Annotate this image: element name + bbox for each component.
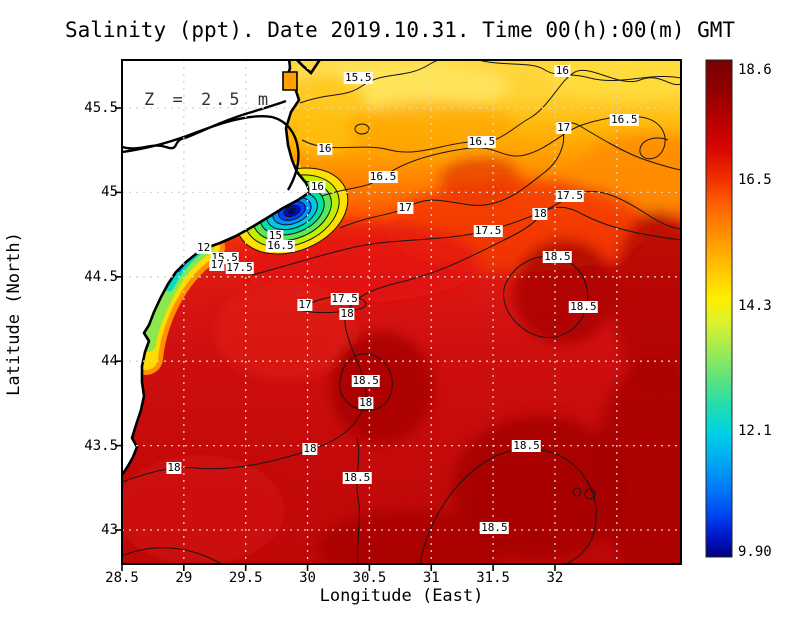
x-axis-label: Longitude (East) — [319, 586, 484, 606]
contour-label: 15.5 — [344, 70, 373, 84]
depth-annotation: Z = 2.5 m — [144, 90, 273, 110]
y-tick-label: 45 — [101, 184, 118, 201]
plot-title: Salinity (ppt). Date 2019.10.31. Time 00… — [64, 18, 736, 42]
x-tick-label: 29.5 — [228, 570, 263, 586]
x-tick-label: 30 — [299, 570, 316, 586]
contour-label: 18.5 — [480, 521, 509, 535]
contour-label: 17.5 — [330, 291, 359, 305]
coastline — [122, 60, 312, 476]
colorbar-tick-label: 9.90 — [738, 544, 772, 560]
channel-spit — [295, 60, 322, 75]
contour-label: 16 — [309, 180, 326, 194]
colorbar-tick-label: 14.3 — [738, 297, 772, 314]
y-axis-label: Latitude (North) — [4, 232, 24, 396]
colorbar-tick-label: 12.1 — [738, 423, 772, 440]
sea-field — [122, 60, 681, 564]
x-tick-label: 32 — [546, 570, 564, 586]
x-tick-label: 29 — [175, 570, 193, 586]
contour-label: 17 — [555, 121, 572, 135]
contour-label: 18 — [166, 460, 182, 474]
axis-ticks — [115, 107, 556, 571]
x-tick-label: 30.5 — [352, 570, 387, 586]
colorbar — [705, 59, 733, 558]
contour-label: 17.5 — [225, 261, 254, 275]
coastal-bay — [282, 71, 298, 91]
contour-label: 16.5 — [609, 112, 639, 126]
contour-label: 16.5 — [368, 170, 398, 184]
contour-label: 12 — [196, 241, 212, 255]
x-tick-label: 31.5 — [476, 570, 510, 586]
contour-label: 18 — [358, 396, 374, 410]
contour-lines — [122, 60, 681, 564]
y-tick-label: 44 — [101, 353, 118, 370]
contour-label: 18.5 — [543, 249, 572, 263]
contour-label: 18.5 — [512, 438, 541, 452]
contour-label: 18 — [302, 441, 318, 455]
contour-label: 15 — [267, 229, 283, 243]
y-tick-label: 43 — [101, 522, 118, 538]
land-polygon — [122, 60, 310, 475]
x-tick-label: 28.5 — [105, 570, 139, 586]
colorbar-tick-label: 16.5 — [738, 171, 772, 188]
contour-label: 18.5 — [342, 470, 372, 484]
contour-label: 18 — [532, 207, 548, 221]
x-tick-label: 31 — [422, 570, 440, 586]
y-tick-label: 43.5 — [84, 437, 118, 454]
lagoon-shore-south — [122, 115, 300, 191]
contour-label: 17 — [297, 298, 313, 312]
contour-label: 16 — [317, 141, 333, 155]
y-tick-label: 44.5 — [84, 268, 118, 285]
contour-label: 18.5 — [351, 374, 380, 388]
contour-label: 17 — [397, 200, 413, 214]
colorbar-tick-label: 18.6 — [738, 62, 772, 78]
contour-label: 18 — [339, 306, 355, 320]
plot-frame — [121, 59, 682, 565]
graticule — [122, 60, 681, 564]
contour-label: 16.5 — [467, 134, 497, 148]
contour-label: 17.5 — [555, 188, 585, 202]
y-tick-label: 45.5 — [84, 100, 118, 116]
contour-label: 17 — [209, 257, 225, 271]
contour-label: 16.5 — [266, 239, 295, 253]
contour-label: 16 — [554, 63, 570, 77]
contour-label: 17.5 — [473, 224, 503, 238]
contour-label: 18.5 — [569, 300, 598, 314]
